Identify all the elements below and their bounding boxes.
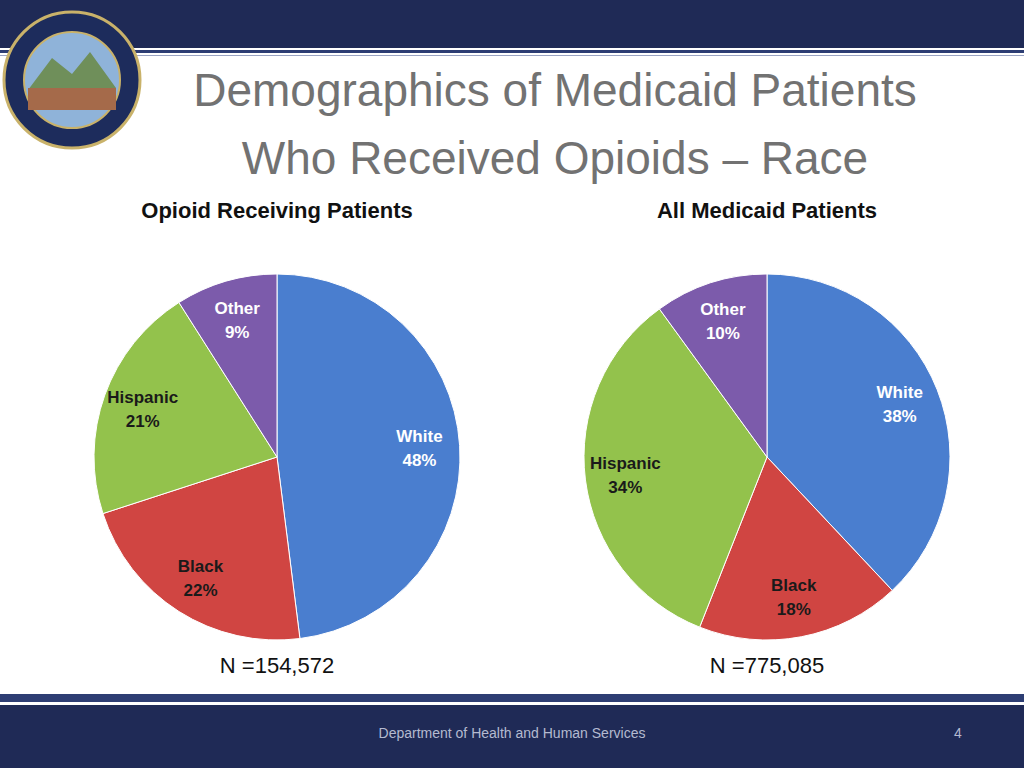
data-label: Black 22% bbox=[178, 557, 224, 600]
data-label: White 38% bbox=[877, 383, 923, 426]
pie-slice bbox=[179, 274, 277, 457]
data-label-category: Other bbox=[215, 299, 261, 318]
header-band bbox=[0, 0, 1024, 48]
data-label: White 48% bbox=[396, 427, 442, 470]
data-label-value: 9% bbox=[225, 323, 250, 342]
data-label-category: White bbox=[877, 383, 923, 402]
header-line bbox=[0, 55, 1024, 56]
data-label-value: 10% bbox=[706, 324, 740, 343]
data-label-category: Hispanic bbox=[590, 454, 661, 473]
pie-chart: White 48% Black 22% Hispanic 21% Other 9% bbox=[94, 274, 460, 640]
pie-slice bbox=[277, 274, 460, 639]
chart-title: All Medicaid Patients bbox=[657, 198, 877, 223]
slide: Demographics of Medicaid Patients Who Rec… bbox=[0, 0, 1024, 768]
data-label: Hispanic 34% bbox=[590, 454, 661, 497]
data-label-value: 48% bbox=[402, 451, 436, 470]
data-label-category: Other bbox=[700, 300, 746, 319]
page-number: 4 bbox=[954, 725, 962, 741]
footer-text: Department of Health and Human Services bbox=[379, 725, 646, 741]
data-label-value: 22% bbox=[184, 581, 218, 600]
footer-line bbox=[0, 694, 1024, 702]
seal-outer bbox=[4, 12, 140, 148]
footer-band bbox=[0, 705, 1024, 768]
data-label: Hispanic 21% bbox=[107, 388, 178, 431]
data-label-category: Black bbox=[771, 576, 817, 595]
data-label-category: Black bbox=[178, 557, 224, 576]
data-label: Other 9% bbox=[215, 299, 261, 342]
data-label-category: White bbox=[396, 427, 442, 446]
seal bbox=[4, 12, 140, 148]
seal-ring bbox=[24, 32, 120, 128]
title-line: Who Received Opioids – Race bbox=[242, 132, 868, 184]
data-label: Black 18% bbox=[771, 576, 817, 619]
data-label-value: 34% bbox=[608, 478, 642, 497]
data-label-value: 18% bbox=[777, 600, 811, 619]
header-line bbox=[0, 50, 1024, 53]
annotation: N =154,572 bbox=[220, 653, 334, 678]
chart-title: Opioid Receiving Patients bbox=[141, 198, 412, 223]
seal-mountain bbox=[28, 52, 116, 90]
title-line: Demographics of Medicaid Patients bbox=[193, 64, 917, 116]
data-label-category: Hispanic bbox=[107, 388, 178, 407]
data-label-value: 38% bbox=[883, 407, 917, 426]
pie-slice bbox=[659, 274, 767, 457]
annotation: N =775,085 bbox=[710, 653, 824, 678]
title: Demographics of Medicaid Patients Who Rec… bbox=[193, 64, 917, 184]
data-label: Other 10% bbox=[700, 300, 746, 343]
pie-chart: White 38% Black 18% Hispanic 34% Other 10% bbox=[584, 274, 950, 640]
seal-ground bbox=[28, 88, 116, 110]
data-label-value: 21% bbox=[126, 412, 160, 431]
